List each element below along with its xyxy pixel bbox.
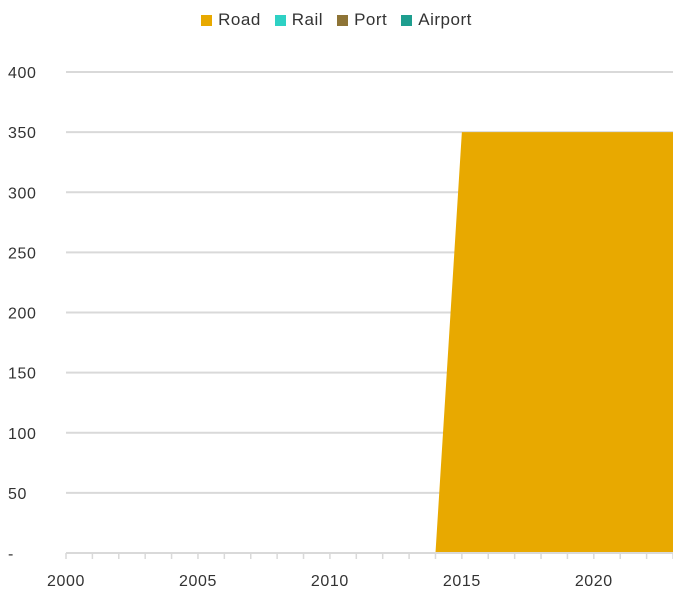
legend-swatch-rail [274,14,286,26]
legend-item-rail: Rail [274,10,324,30]
x-tick-label-2020: 2020 [575,573,613,590]
legend-label-port: Port [354,10,388,29]
legend-label-rail: Rail [291,10,324,29]
y-tick-label-50: 50 [8,486,27,503]
legend-swatch-road [201,14,213,26]
y-tick-label-400: 400 [8,65,37,82]
y-tick-label-150: 150 [8,366,37,383]
x-tick-label-2005: 2005 [179,573,217,590]
x-tick-label-2010: 2010 [311,573,349,590]
legend-item-road: Road [201,10,261,30]
legend-item-airport: Airport [401,10,472,30]
legend-item-port: Port [337,10,387,30]
legend-swatch-airport [401,14,413,26]
y-tick-label-350: 350 [8,125,37,142]
y-tick-label-0: - [8,546,14,563]
y-tick-label-250: 250 [8,245,37,262]
area-road [66,132,673,553]
x-tick-label-2000: 2000 [47,573,85,590]
y-tick-label-100: 100 [8,426,37,443]
x-tick-label-2015: 2015 [443,573,481,590]
legend-swatch-port [337,14,349,26]
legend-label-road: Road [218,10,261,29]
y-tick-label-200: 200 [8,306,37,323]
legend-label-airport: Airport [418,10,472,29]
legend: Road Rail Port Airport [0,10,673,30]
y-tick-label-300: 300 [8,185,37,202]
